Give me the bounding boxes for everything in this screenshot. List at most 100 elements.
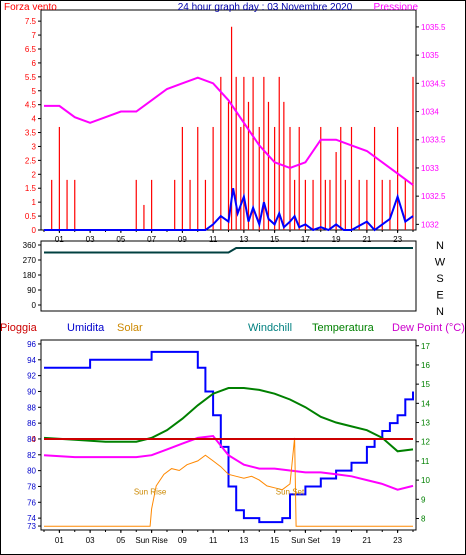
direction-tick-label: 270 bbox=[23, 256, 37, 265]
humidity-tick-label: 88 bbox=[27, 403, 36, 412]
temp-tick-label: 11 bbox=[421, 457, 430, 466]
legend-item: Pioggia bbox=[0, 322, 38, 334]
right-tick-label: 1032.5 bbox=[421, 192, 446, 201]
right-tick-label: 1034 bbox=[421, 108, 439, 117]
x-tick-label: Sun Rise bbox=[135, 536, 168, 545]
temp-tick-label: 9 bbox=[421, 495, 426, 504]
x-tick-label: Sun Set bbox=[291, 536, 320, 545]
compass-label: S bbox=[436, 273, 443, 285]
direction-tick-label: 90 bbox=[27, 286, 36, 295]
right-tick-label: 1033.5 bbox=[421, 136, 446, 145]
left-tick-label: 7.5 bbox=[25, 17, 37, 26]
direction-tick-label: 180 bbox=[23, 271, 37, 280]
x-tick-label: 05 bbox=[116, 536, 125, 545]
humidity-tick-label: 84 bbox=[27, 435, 36, 444]
legend-item: Temperatura bbox=[312, 322, 375, 334]
humidity-tick-label: 90 bbox=[27, 387, 36, 396]
direction-tick-label: 360 bbox=[23, 241, 37, 250]
x-tick-label: 09 bbox=[178, 536, 187, 545]
compass-label: E bbox=[436, 290, 443, 302]
temp-tick-label: 12 bbox=[421, 438, 430, 447]
compass-label: N bbox=[436, 240, 444, 252]
dewpoint-line bbox=[43, 434, 414, 491]
sun-annotation: Sun Rise bbox=[134, 487, 167, 496]
pressure-axis-label: Pressione bbox=[374, 2, 419, 13]
sun-annotation: Sun Set bbox=[276, 487, 305, 496]
humidity-tick-label: 92 bbox=[27, 372, 36, 381]
x-tick-label: 05 bbox=[116, 235, 125, 244]
wind-average-line bbox=[44, 188, 414, 232]
temperature-line bbox=[43, 387, 414, 453]
x-tick-label: 23 bbox=[393, 235, 402, 244]
humidity-tick-label: 82 bbox=[27, 451, 36, 460]
chart-title: 24 hour graph day : 03 Novembre 2020 bbox=[178, 2, 353, 13]
pressure-line bbox=[44, 76, 414, 186]
x-tick-label: 09 bbox=[178, 235, 187, 244]
left-tick-label: 4 bbox=[32, 115, 37, 124]
temp-tick-label: 14 bbox=[421, 399, 430, 408]
humidity-tick-label: 76 bbox=[27, 498, 36, 507]
solar-line bbox=[44, 437, 413, 527]
left-tick-label: 3.5 bbox=[25, 129, 37, 138]
left-tick-label: 6 bbox=[32, 59, 37, 68]
temp-humidity-frame bbox=[40, 339, 417, 531]
x-tick-label: 03 bbox=[86, 235, 95, 244]
humidity-tick-label: 96 bbox=[27, 340, 36, 349]
x-tick-label: 19 bbox=[332, 536, 341, 545]
left-tick-label: 2.5 bbox=[25, 156, 37, 165]
x-tick-label: 17 bbox=[301, 235, 310, 244]
x-tick-label: 15 bbox=[270, 235, 279, 244]
left-tick-label: 0.5 bbox=[25, 212, 37, 221]
left-tick-label: 4.5 bbox=[25, 101, 37, 110]
compass-label: N bbox=[436, 306, 444, 318]
humidity-tick-label: 86 bbox=[27, 419, 36, 428]
left-tick-label: 1.5 bbox=[25, 184, 37, 193]
temp-tick-label: 15 bbox=[421, 380, 430, 389]
left-tick-label: 5 bbox=[32, 87, 37, 96]
left-tick-label: 3 bbox=[32, 142, 37, 151]
wind-direction-line bbox=[44, 247, 413, 254]
left-tick-label: 0 bbox=[32, 226, 37, 235]
temp-tick-label: 10 bbox=[421, 476, 430, 485]
right-tick-label: 1034.5 bbox=[421, 79, 446, 88]
wind-direction-frame bbox=[40, 240, 417, 312]
wind-axis-label: Forza vento bbox=[4, 2, 57, 13]
x-tick-label: 03 bbox=[86, 536, 95, 545]
right-tick-label: 1035 bbox=[421, 51, 439, 60]
x-tick-label: 19 bbox=[332, 235, 341, 244]
x-tick-label: 07 bbox=[147, 235, 156, 244]
legend-item: Windchill bbox=[248, 322, 292, 334]
x-tick-label: 23 bbox=[393, 536, 402, 545]
left-tick-label: 5.5 bbox=[25, 73, 37, 82]
humidity-tick-label: 94 bbox=[27, 356, 36, 365]
x-tick-label: 15 bbox=[270, 536, 279, 545]
x-tick-label: 21 bbox=[362, 536, 371, 545]
right-tick-label: 1035.5 bbox=[421, 23, 446, 32]
left-tick-label: 1 bbox=[32, 198, 37, 207]
x-tick-label: 11 bbox=[209, 235, 218, 244]
temp-tick-label: 13 bbox=[421, 419, 430, 428]
x-tick-label: 13 bbox=[239, 536, 248, 545]
humidity-tick-label: 73 bbox=[27, 522, 36, 531]
direction-tick-label: 0 bbox=[32, 301, 37, 310]
left-tick-label: 6.5 bbox=[25, 45, 37, 54]
humidity-line bbox=[44, 350, 414, 524]
legend-item: Solar bbox=[117, 322, 143, 334]
left-tick-label: 2 bbox=[32, 170, 37, 179]
humidity-tick-label: 80 bbox=[27, 467, 36, 476]
humidity-tick-label: 78 bbox=[27, 482, 36, 491]
right-tick-label: 1032 bbox=[421, 220, 439, 229]
x-tick-label: 13 bbox=[239, 235, 248, 244]
rain-label: 0 bbox=[32, 435, 37, 444]
left-tick-label: 7 bbox=[32, 31, 37, 40]
x-tick-label: 01 bbox=[55, 536, 64, 545]
legend-item: Dew Point (°C) bbox=[392, 322, 465, 334]
x-tick-label: 21 bbox=[362, 235, 371, 244]
x-tick-label: 01 bbox=[55, 235, 64, 244]
right-tick-label: 1033 bbox=[421, 164, 439, 173]
temp-tick-label: 8 bbox=[421, 514, 426, 523]
humidity-tick-label: 74 bbox=[27, 514, 36, 523]
